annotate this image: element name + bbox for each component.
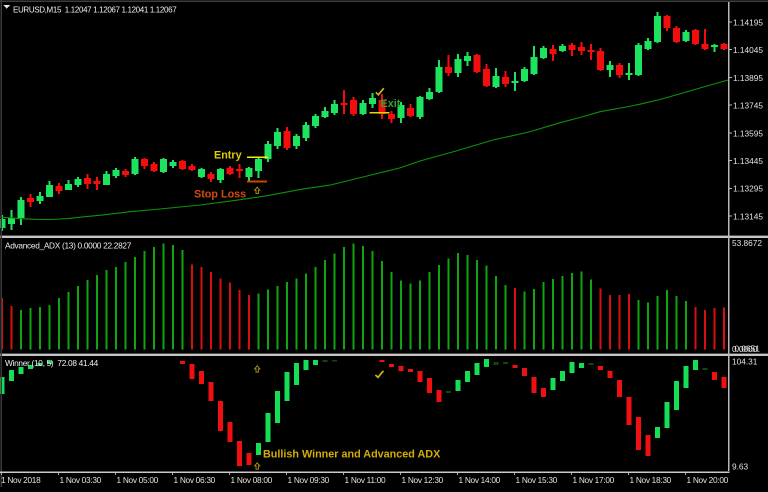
svg-text:104.31: 104.31 — [732, 357, 758, 367]
svg-text:1 Nov 12:30: 1 Nov 12:30 — [402, 475, 444, 485]
svg-text:EURUSD,M15 1.12047 1.12067 1.: EURUSD,M15 1.12047 1.12067 1.12041 1.120… — [13, 5, 177, 14]
svg-text:1 Nov 14:00: 1 Nov 14:00 — [459, 475, 501, 485]
svg-text:1 Nov 11:00: 1 Nov 11:00 — [345, 475, 387, 485]
svg-text:1 Nov 03:30: 1 Nov 03:30 — [60, 475, 102, 485]
svg-text:1 Nov 20:00: 1 Nov 20:00 — [687, 475, 729, 485]
svg-text:1 Nov 18:30: 1 Nov 18:30 — [630, 475, 672, 485]
svg-text:1.13745: 1.13745 — [733, 101, 763, 111]
svg-text:1.13595: 1.13595 — [733, 128, 763, 138]
svg-text:1.14045: 1.14045 — [733, 45, 763, 55]
svg-text:1.13895: 1.13895 — [733, 73, 763, 83]
svg-text:1 Nov 17:00: 1 Nov 17:00 — [573, 475, 615, 485]
svg-text:1 Nov 06:30: 1 Nov 06:30 — [174, 475, 216, 485]
svg-text:1.14195: 1.14195 — [733, 17, 763, 27]
svg-text:1.13145: 1.13145 — [733, 211, 763, 221]
svg-text:1 Nov 09:30: 1 Nov 09:30 — [288, 475, 330, 485]
svg-text:1 Nov 2018: 1 Nov 2018 — [1, 475, 41, 485]
svg-text:Winner (10, 5) 72.08 41.44: Winner (10, 5) 72.08 41.44 — [5, 358, 99, 368]
svg-text:53.8672: 53.8672 — [732, 238, 762, 248]
svg-text:0.0651: 0.0651 — [735, 344, 761, 354]
svg-text:1 Nov 15:30: 1 Nov 15:30 — [516, 475, 558, 485]
svg-text:1 Nov 08:00: 1 Nov 08:00 — [231, 475, 273, 485]
svg-text:9.63: 9.63 — [732, 462, 749, 472]
svg-text:Entry: Entry — [214, 150, 242, 162]
svg-text:Exit: Exit — [381, 98, 401, 110]
svg-text:1 Nov 05:00: 1 Nov 05:00 — [117, 475, 159, 485]
svg-text:0.0000: 0.0000 — [732, 344, 758, 354]
svg-text:1.13295: 1.13295 — [733, 184, 763, 194]
svg-text:Bullish Winner and Advanced AD: Bullish Winner and Advanced ADX — [263, 449, 441, 461]
svg-text:Stop Loss: Stop Loss — [194, 189, 246, 201]
svg-text:Advanced_ADX (13) 0.0000 22.28: Advanced_ADX (13) 0.0000 22.2827 — [5, 241, 132, 251]
svg-text:1.13445: 1.13445 — [733, 156, 763, 166]
